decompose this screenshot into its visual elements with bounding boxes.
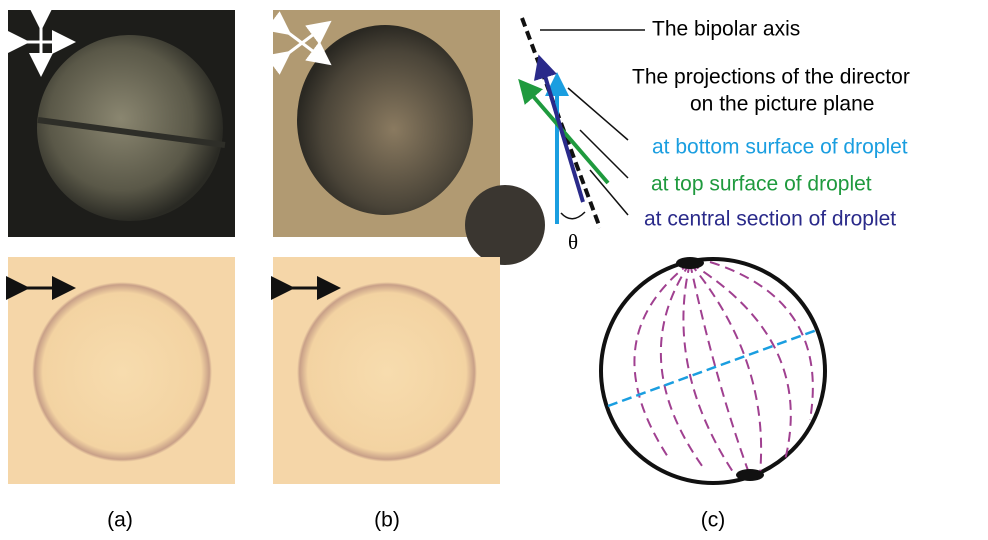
panel-b-top <box>273 10 545 265</box>
bottom-label: at bottom surface of droplet <box>652 136 908 159</box>
director-diagram <box>522 18 645 228</box>
figure: The bipolar axis The projections of the … <box>0 0 988 540</box>
panel-label: (a) <box>107 509 133 532</box>
angle-label: θ <box>568 230 578 254</box>
top-label: at top surface of droplet <box>651 173 872 196</box>
panel-label: (b) <box>374 509 400 532</box>
projections-title: The projections of the director <box>632 66 910 89</box>
axis-label: The bipolar axis <box>652 18 800 41</box>
panel-a-top <box>8 10 235 237</box>
central-label: at central section of droplet <box>644 208 896 231</box>
panel-label: (c) <box>701 509 726 532</box>
panel-a-bottom <box>8 257 235 484</box>
droplet-schematic <box>601 257 825 483</box>
panel-b-bottom <box>273 257 500 484</box>
projections-title: on the picture plane <box>690 93 874 116</box>
